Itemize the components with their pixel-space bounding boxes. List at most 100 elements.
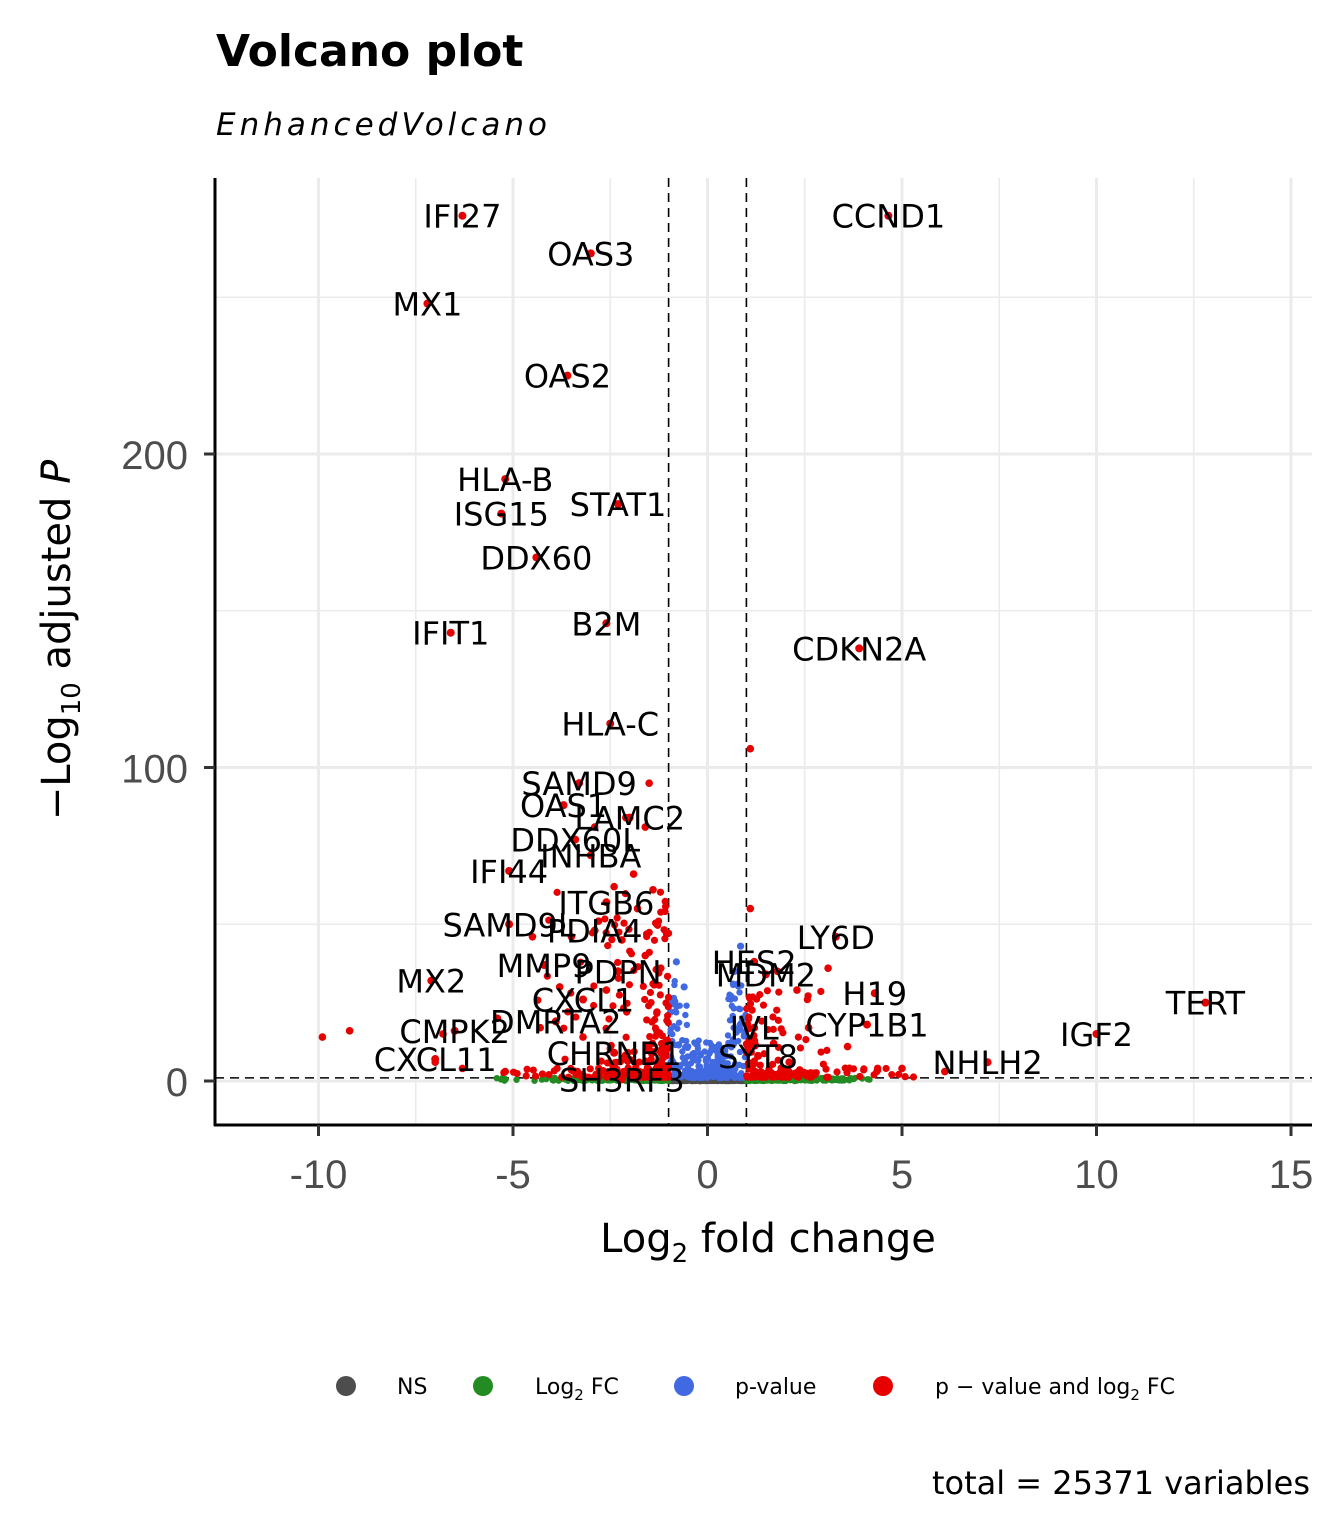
point-significant (856, 1072, 864, 1081)
point-fc (513, 1076, 520, 1083)
point-labeled-gene (532, 553, 541, 562)
gene-label: CCND1 (832, 198, 946, 236)
point-significant (765, 1065, 773, 1073)
point-significant (610, 921, 619, 929)
point-significant (618, 936, 626, 944)
point-significant (576, 958, 585, 966)
point-labeled-gene (870, 989, 879, 998)
point-significant (759, 1001, 768, 1009)
legend-label-rest: FC (1140, 1375, 1175, 1400)
point-significant (650, 981, 658, 989)
point-labeled-gene (450, 1026, 459, 1035)
point-significant (572, 1013, 580, 1021)
point-significant (774, 1016, 782, 1024)
point-pvalue (682, 1037, 690, 1045)
point-significant (550, 1067, 558, 1075)
point-pvalue (715, 1050, 723, 1058)
point-labeled-gene (606, 719, 615, 728)
point-pvalue (736, 942, 745, 950)
point-significant (661, 902, 670, 911)
point-fc (839, 1075, 847, 1082)
point-significant (774, 1056, 782, 1064)
legend-label-text: p − value and log (935, 1375, 1130, 1400)
point-significant (536, 1023, 545, 1032)
point-pvalue (724, 1032, 732, 1039)
point-pvalue (682, 1011, 689, 1019)
point-significant (555, 983, 564, 991)
point-significant (615, 991, 624, 999)
point-significant (614, 974, 623, 982)
point-significant (597, 1057, 605, 1065)
gene-label: HLA-C (561, 706, 659, 744)
point-labeled-gene (602, 619, 611, 628)
point-significant (777, 1025, 785, 1033)
point-significant (646, 988, 655, 997)
point-pvalue (708, 1046, 715, 1053)
point-significant (616, 1058, 624, 1066)
point-labeled-gene (614, 967, 623, 976)
point-significant (664, 993, 673, 1001)
chart-title: Volcano plot (216, 26, 523, 77)
gene-label: INHBA (540, 837, 641, 875)
point-significant (773, 1006, 781, 1014)
x-tick-label: 15 (1269, 1153, 1314, 1197)
gene-label: IVL (730, 1010, 779, 1048)
point-significant (345, 1027, 354, 1035)
point-labeled-gene (497, 509, 506, 518)
point-significant (608, 936, 616, 944)
point-pvalue (672, 958, 680, 966)
plot-axes: -10 -5 0 5 10 15 0 100 200 (121, 178, 1313, 1197)
point-pvalue (681, 1043, 689, 1051)
point-pvalue (686, 1073, 694, 1081)
point-significant (843, 1042, 852, 1051)
point-pvalue (730, 1024, 737, 1031)
gene-label: HLA-B (457, 461, 553, 499)
point-significant (743, 1005, 751, 1013)
point-significant (746, 904, 755, 913)
legend-key-ns (336, 1376, 356, 1396)
point-significant (645, 779, 653, 787)
point-pvalue (715, 1074, 722, 1082)
point-significant (586, 1065, 594, 1073)
point-pvalue (675, 1042, 683, 1049)
point-significant (653, 920, 661, 929)
point-significant (602, 1024, 610, 1032)
point-significant (658, 1044, 667, 1052)
point-significant (602, 986, 611, 994)
point-significant (663, 972, 672, 980)
point-pvalue (735, 1037, 742, 1045)
point-labeled-gene (610, 1048, 619, 1057)
point-significant (623, 1008, 631, 1016)
point-significant (661, 897, 669, 905)
point-significant (651, 1072, 659, 1080)
point-significant (545, 1071, 553, 1079)
point-significant (785, 1067, 793, 1075)
point-significant (664, 1044, 672, 1052)
point-significant (794, 1033, 802, 1041)
point-labeled-gene (617, 1075, 626, 1084)
point-significant (633, 904, 642, 913)
point-significant (653, 1008, 661, 1016)
point-significant (603, 1059, 612, 1067)
point-labeled-gene (571, 835, 580, 844)
point-labeled-gene (602, 898, 611, 907)
point-significant (610, 882, 618, 891)
point-pvalue (680, 983, 688, 991)
point-pvalue (736, 1074, 743, 1081)
point-significant (626, 947, 634, 955)
point-significant (769, 1013, 777, 1021)
point-significant (531, 1072, 540, 1080)
point-pvalue (709, 1061, 717, 1069)
point-significant (656, 991, 664, 999)
gene-label: CDKN2A (792, 630, 926, 668)
x-tick-label: 10 (1074, 1153, 1119, 1197)
point-significant (553, 888, 561, 896)
gene-label: TERT (1165, 985, 1246, 1023)
point-fc (850, 1075, 857, 1083)
y-axis-title-italic: P (34, 459, 80, 484)
point-pvalue (683, 1021, 691, 1029)
point-pvalue (672, 1074, 679, 1081)
point-significant (833, 1068, 841, 1076)
gene-label: DMRTA2 (490, 1003, 621, 1041)
